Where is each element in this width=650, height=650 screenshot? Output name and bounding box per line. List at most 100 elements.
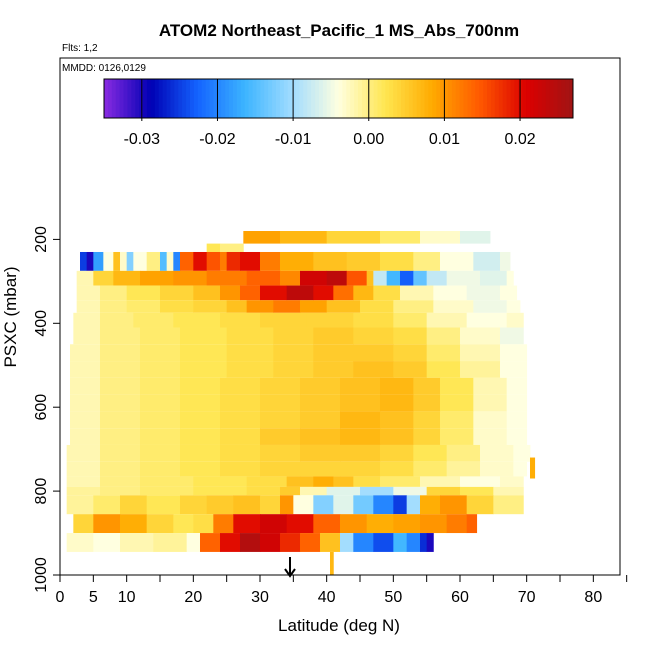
heatmap-cell-r6-s4	[220, 312, 261, 328]
heatmap-cell-r12-s0	[70, 411, 101, 429]
heatmap-cell-r8-s9	[426, 344, 461, 362]
heatmap-cell-r2-s21	[346, 251, 381, 271]
colorbar-swatch	[463, 79, 468, 118]
heatmap-cell-r16-s5	[286, 476, 314, 487]
heatmap-cell-r12-s5	[260, 411, 301, 429]
heatmap-cell-r10-s2	[140, 377, 181, 395]
x-axis-label: Latitude (deg N)	[278, 616, 400, 635]
heatmap-cell-r17-s3	[193, 486, 248, 496]
heatmap-cell-r14-s4	[220, 444, 261, 462]
heatmap-cell-r16-s10	[420, 476, 461, 487]
heatmap-cell-r9-s5	[273, 361, 314, 378]
heatmap-cell-r5-s14	[506, 300, 521, 313]
x-tick-label: 30	[251, 589, 269, 606]
heatmap-cell-r8-s6	[313, 344, 354, 362]
heatmap-cell-r17-s7	[326, 486, 361, 496]
heatmap-cell-r3-s18	[480, 270, 508, 286]
heatmap-cell-r9-s8	[393, 361, 428, 378]
heatmap-cell-r10-s7	[340, 377, 381, 395]
heatmap-cell-r11-s7	[340, 394, 381, 412]
colorbar-swatch	[162, 79, 168, 118]
heatmap-cell-r10-s5	[260, 377, 301, 395]
colorbar-swatch	[303, 79, 308, 118]
colorbar-swatch	[221, 79, 226, 118]
heatmap-cell-r6-s1	[100, 312, 134, 328]
heatmap-cell-r17-s11	[460, 486, 494, 496]
colorbar-swatch	[553, 79, 558, 118]
heatmap-cell-r2-s8	[146, 251, 161, 271]
heatmap-cell-r3-s15	[413, 270, 428, 286]
y-tick-label: 200	[33, 226, 50, 253]
heatmap-cell-r3-s4	[173, 270, 208, 286]
arrow-head	[284, 568, 296, 578]
colorbar-swatch	[475, 79, 480, 118]
heatmap-cell-r4-s0	[76, 285, 101, 301]
heatmap-cell-r3-s17	[446, 270, 481, 286]
heatmap-cell-r14-s6	[300, 444, 341, 462]
heatmap-cell-r3-s9	[326, 270, 348, 286]
x-tick-label: 5	[89, 589, 98, 606]
heatmap-cell-r8-s3	[180, 344, 228, 362]
heatmap-cell-r15-s5	[260, 461, 301, 477]
colorbar-swatch	[506, 79, 511, 118]
heatmap-cell-r4-s6	[240, 285, 261, 301]
heatmap-cell-r2-s10	[166, 251, 174, 271]
heatmap-cell-r19-s1	[93, 514, 121, 534]
heatmap-cell-r13-s11	[473, 428, 508, 445]
heatmap-cell-r7-s0	[73, 327, 101, 345]
colorbar-tick-label: 0.00	[353, 131, 384, 148]
heatmap-cell-r14-s0	[66, 444, 101, 462]
heatmap-cell-r4-s11	[353, 285, 374, 301]
heatmap-cell-r2-s16	[226, 251, 241, 271]
heatmap-cell-r5-s1	[100, 300, 128, 313]
heatmap-cell-r19-s16	[466, 514, 478, 534]
colorbar-swatch	[510, 79, 515, 118]
heatmap-cell-r4-s7	[260, 285, 288, 301]
heatmap-cell-r17-s2	[140, 486, 194, 496]
heatmap-cell-r2-s14	[206, 251, 221, 271]
colorbar-swatch	[533, 79, 539, 118]
colorbar-swatch	[346, 79, 351, 118]
heatmap-cell-r18-s19	[493, 495, 524, 515]
colorbar-swatch	[444, 79, 449, 118]
heatmap-cell-r11-s10	[440, 394, 474, 412]
colorbar-swatch	[236, 79, 242, 118]
heatmap-cell-r10-s8	[380, 377, 414, 395]
heatmap-cell-r17-s9	[393, 486, 428, 496]
heatmap-cell-r14-s9	[413, 444, 448, 462]
heatmap-cell-r18-s18	[466, 495, 494, 515]
colorbar-swatch	[338, 79, 343, 118]
heatmap-cell-r13-s3	[180, 428, 221, 445]
heatmap-cell-r16-s2	[140, 476, 194, 487]
colorbar-swatch	[342, 79, 347, 118]
colorbar-swatch	[412, 79, 418, 118]
heatmap-cell-r19-s14	[420, 514, 448, 534]
colorbar-swatch	[514, 79, 519, 118]
colorbar-swatch	[158, 79, 164, 118]
heatmap-cell-r4-s9	[313, 285, 334, 301]
heatmap-cell-r12-s12	[506, 411, 528, 429]
heatmap-cell-r2-s1	[86, 251, 94, 271]
heatmap-cell-r18-s1	[93, 495, 121, 515]
heatmap-cell-r18-s13	[373, 495, 394, 515]
colorbar-swatch	[416, 79, 422, 118]
colorbar-swatch	[318, 79, 324, 118]
heatmap-cell-r18-s14	[393, 495, 408, 515]
heatmap-cell-r11-s3	[180, 394, 221, 412]
heatmap-cell-r12-s6	[300, 411, 341, 429]
colorbar-swatch	[436, 79, 441, 118]
heatmap-cell-r6-s6	[306, 312, 354, 328]
colorbar-swatch	[401, 79, 406, 118]
heatmap-cell-r3-s6	[246, 270, 281, 286]
heatmap-cell-r20-s4	[186, 533, 201, 552]
heatmap-cell-r21-s0	[330, 551, 334, 575]
colorbar-swatch	[174, 79, 179, 118]
heatmap-cell-r10-s6	[300, 377, 341, 395]
heatmap-cell-r13-s9	[413, 428, 441, 445]
colorbar-tick-label: -0.03	[124, 131, 161, 148]
colorbar-swatch	[264, 79, 269, 118]
heatmap-cell-r19-s3	[146, 514, 174, 534]
heatmap-cell-r19-s6	[213, 514, 234, 534]
heatmap-cell-r19-s8	[260, 514, 288, 534]
